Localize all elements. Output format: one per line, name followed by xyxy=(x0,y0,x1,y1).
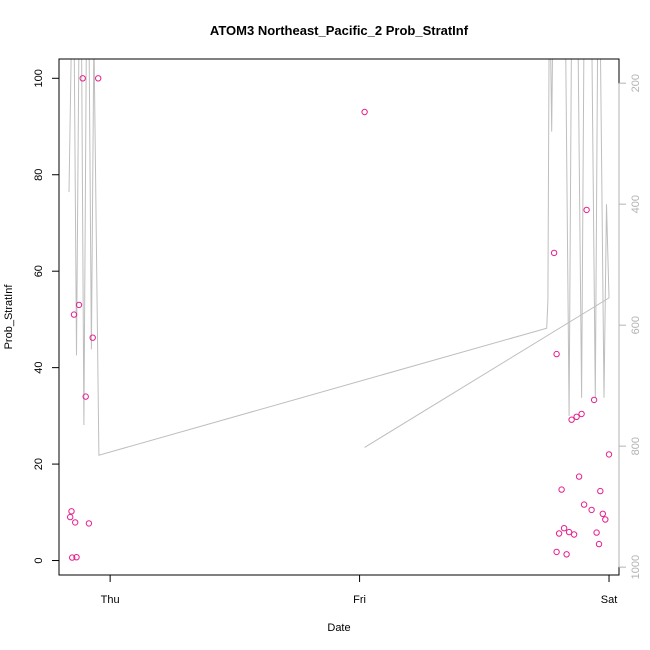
data-point xyxy=(82,393,89,400)
data-point xyxy=(89,334,96,341)
x-axis-label: Date xyxy=(327,622,350,634)
y-axis-label: Prob_StratInf xyxy=(3,284,15,350)
data-point xyxy=(595,540,603,548)
x-tick-label: Fri xyxy=(353,594,366,606)
data-point xyxy=(85,520,93,527)
data-point xyxy=(580,501,588,508)
data-point xyxy=(573,413,580,420)
x-tick-label: Sat xyxy=(601,594,618,606)
data-point xyxy=(67,513,74,521)
data-point xyxy=(605,451,613,458)
secondary-y-axis: 200 400 600 800 1000 xyxy=(618,74,642,579)
chart-title: ATOM3 Northeast_Pacific_2 Prob_StratInf xyxy=(210,23,469,38)
data-point xyxy=(578,410,585,418)
data-point xyxy=(555,530,563,537)
data-point xyxy=(553,350,560,358)
y2-tick-label: 1000 xyxy=(630,555,642,579)
x-tick-label: Thu xyxy=(101,594,120,606)
data-point xyxy=(558,486,565,493)
data-point xyxy=(68,508,75,515)
data-point xyxy=(550,249,558,257)
data-point xyxy=(588,506,595,514)
pressure-series-line xyxy=(68,59,610,456)
y-tick-label: 0 xyxy=(33,557,45,563)
y-tick-label: 60 xyxy=(33,265,45,277)
data-point xyxy=(73,554,80,561)
y2-tick-label: 200 xyxy=(630,74,642,92)
data-point xyxy=(79,75,86,82)
y-axis: 0 20 40 60 80 100 xyxy=(33,69,60,564)
data-point xyxy=(602,516,609,523)
data-point xyxy=(590,396,598,404)
data-point xyxy=(570,531,578,538)
data-point xyxy=(95,75,102,82)
data-point xyxy=(593,529,600,536)
plot-frame xyxy=(58,58,620,576)
data-point xyxy=(72,519,79,526)
y-tick-label: 40 xyxy=(33,362,45,374)
y-tick-label: 100 xyxy=(33,69,45,87)
data-point xyxy=(575,473,583,480)
data-point xyxy=(361,108,368,116)
data-point xyxy=(565,528,573,536)
x-axis: Thu Fri Sat xyxy=(101,574,618,606)
data-point xyxy=(599,510,606,517)
data-point xyxy=(563,551,570,558)
data-point xyxy=(560,525,568,532)
y-tick-label: 80 xyxy=(33,169,45,181)
y-tick-label: 20 xyxy=(33,458,45,470)
data-point xyxy=(597,487,604,495)
y2-tick-label: 800 xyxy=(630,437,642,455)
y2-tick-label: 400 xyxy=(630,195,642,213)
y2-tick-label: 600 xyxy=(630,316,642,334)
data-point xyxy=(553,548,560,556)
data-point xyxy=(583,206,590,214)
data-point xyxy=(69,554,76,561)
data-point xyxy=(568,416,575,423)
data-point xyxy=(75,301,83,309)
data-point xyxy=(70,311,78,318)
